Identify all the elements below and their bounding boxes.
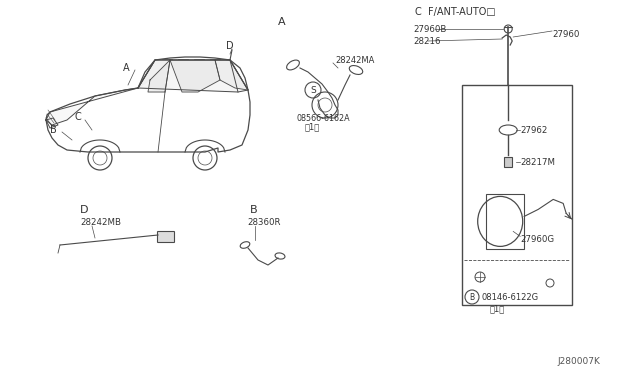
Text: C: C (75, 112, 81, 122)
Text: D: D (80, 205, 88, 215)
Text: 28360R: 28360R (247, 218, 280, 227)
Polygon shape (46, 88, 138, 125)
Text: （1）: （1） (305, 122, 320, 131)
Bar (504, 157, 512, 167)
Text: 27960G: 27960G (520, 235, 554, 244)
Text: 28217M: 28217M (520, 157, 555, 167)
Text: S: S (310, 86, 316, 94)
Text: B: B (469, 292, 475, 301)
FancyBboxPatch shape (157, 231, 175, 243)
Text: 27962: 27962 (520, 125, 548, 135)
Text: C  F/ANT-AUTO□: C F/ANT-AUTO□ (415, 7, 495, 17)
Text: B: B (250, 205, 258, 215)
Text: 27960: 27960 (552, 29, 579, 38)
Text: A: A (278, 17, 285, 27)
Text: J280007K: J280007K (557, 357, 600, 366)
Text: D: D (226, 41, 234, 51)
Polygon shape (138, 60, 170, 88)
Text: 28216: 28216 (413, 36, 440, 45)
Polygon shape (148, 60, 170, 92)
Polygon shape (170, 60, 220, 92)
Bar (462, 85, 572, 305)
Text: 27960B: 27960B (413, 25, 446, 33)
Text: （1）: （1） (490, 305, 505, 314)
Bar (486, 195, 524, 249)
Text: A: A (123, 63, 129, 73)
Polygon shape (215, 60, 248, 90)
Text: 28242MB: 28242MB (80, 218, 121, 227)
Text: 08566-6162A: 08566-6162A (297, 113, 351, 122)
Polygon shape (138, 60, 248, 92)
Text: B: B (50, 125, 56, 135)
Text: 08146-6122G: 08146-6122G (482, 292, 539, 301)
Text: 28242MA: 28242MA (335, 55, 374, 64)
